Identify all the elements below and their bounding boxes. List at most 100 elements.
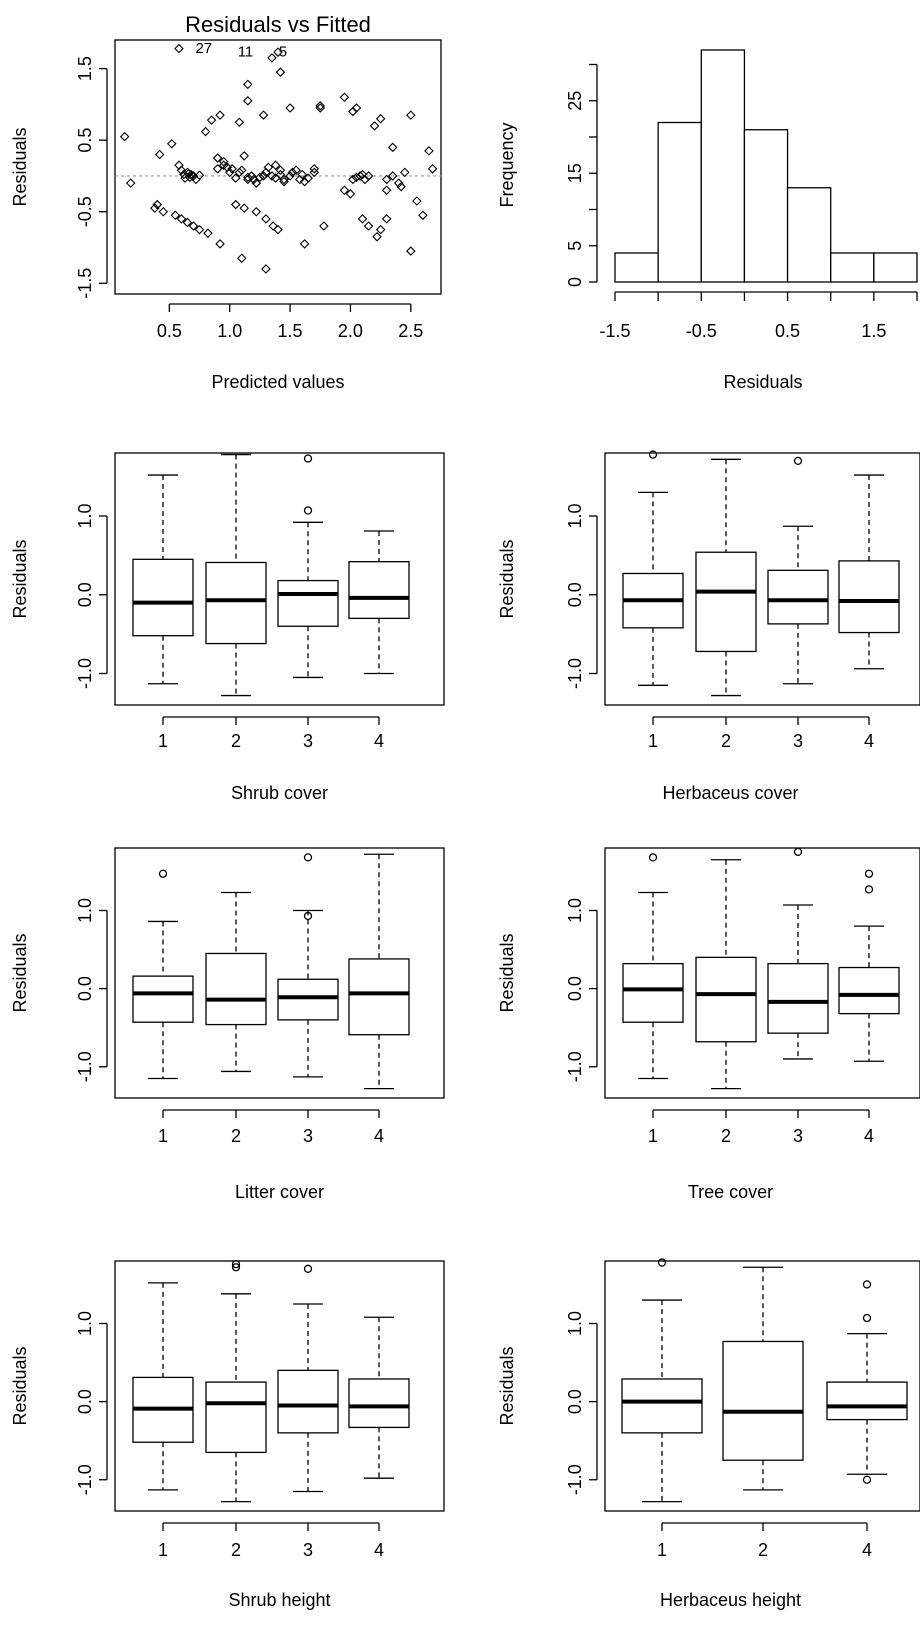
boxplot-y-tick-label: 1.0	[565, 1311, 585, 1336]
data-point	[400, 167, 410, 178]
data-point	[222, 162, 233, 173]
outlier-point	[303, 506, 313, 515]
boxplot-y-axis-label: Residuals	[497, 1346, 517, 1425]
x-axis-label: Tree cover	[688, 1182, 773, 1202]
data-point	[174, 160, 184, 170]
data-point	[363, 171, 374, 181]
box	[277, 579, 339, 627]
x-axis-label: Herbaceus height	[660, 1590, 801, 1610]
x-tick-label: 1	[158, 1540, 168, 1560]
x-axis-label: Litter cover	[235, 1182, 324, 1202]
y-tick-label: 5	[565, 241, 585, 251]
data-point	[412, 196, 422, 206]
x-tick-label: -1.5	[599, 321, 630, 341]
data-point	[255, 172, 265, 183]
point-label: 11	[238, 44, 254, 61]
data-point	[375, 224, 386, 235]
data-point	[261, 167, 271, 178]
x-tick-label: 4	[864, 731, 874, 751]
x-tick-label: 1	[158, 731, 168, 751]
data-point	[363, 221, 374, 231]
data-point	[188, 221, 199, 231]
boxplot-y-tick-label: 0.0	[75, 582, 95, 607]
x-tick-label: 3	[303, 1540, 313, 1560]
boxplot-y-tick-label: 0.0	[565, 582, 585, 607]
boxplot-panel: 1 2 3 4 Shrub height -1.0 0.0 1.0 Residuals	[10, 1259, 445, 1610]
scatter-y-tick-label: 1.5	[75, 56, 95, 81]
data-point	[154, 149, 165, 160]
data-point	[275, 169, 286, 180]
x-axis-label: Shrub height	[228, 1590, 330, 1610]
x-tick-label: 4	[374, 731, 384, 751]
boxplot-y-tick-label: 0.0	[565, 1389, 585, 1414]
box	[205, 1381, 267, 1454]
data-point	[158, 206, 169, 217]
data-point	[270, 160, 281, 170]
boxplot-y-axis-label: Residuals	[497, 933, 517, 1012]
data-point	[237, 253, 247, 264]
data-point	[273, 47, 283, 57]
y-tick-label: 25	[565, 91, 585, 111]
outlier-point	[303, 853, 313, 862]
box	[838, 560, 900, 634]
x-tick-label: 4	[374, 1540, 384, 1560]
data-point	[267, 53, 277, 63]
outlier-point	[793, 456, 803, 466]
x-tick-label: 3	[303, 1126, 313, 1146]
data-point	[275, 67, 286, 77]
plot-frame	[114, 847, 445, 1099]
chart-title: Residuals vs Fitted	[185, 12, 371, 37]
data-point	[166, 138, 177, 149]
boxplot-y-tick-label: 0.0	[565, 976, 585, 1001]
box	[348, 1378, 410, 1429]
data-point	[212, 153, 223, 163]
x-tick-label: 1	[657, 1540, 667, 1560]
data-point	[372, 231, 382, 242]
data-point	[339, 92, 350, 103]
x-tick-label: 2.0	[338, 321, 363, 341]
box	[838, 966, 900, 1015]
data-point	[261, 214, 271, 224]
x-axis-label: Shrub cover	[231, 783, 328, 803]
data-point	[427, 164, 438, 174]
box	[348, 958, 410, 1036]
residuals-vs-fitted-panel: 27 11 5 Residuals vs Fitted 0.5 1.0 1.5 2.0 2.5 P…	[10, 12, 442, 392]
data-point	[424, 146, 434, 156]
box	[695, 551, 757, 653]
outlier-point	[648, 450, 658, 459]
data-point	[315, 103, 326, 113]
data-point	[182, 217, 193, 228]
outlier-point	[303, 911, 313, 921]
outlier-point	[862, 1475, 872, 1484]
data-point	[200, 126, 211, 137]
scatter-y-axis-label: Residuals	[10, 127, 30, 206]
x-axis-label: Predicted values	[211, 372, 344, 392]
boxplot-panel: 1 2 3 4 Litter cover -1.0 0.0 1.0 Residuals	[10, 847, 445, 1202]
boxplot-y-tick-label: 1.0	[75, 898, 95, 923]
data-point	[287, 167, 298, 178]
data-point	[345, 189, 356, 199]
histogram-bar	[786, 187, 832, 283]
residual-histogram-panel: -1.5 -0.5 0.5 1.5 Residuals 0 5 15 25 Frequency	[497, 49, 918, 392]
data-point	[275, 165, 286, 175]
data-point	[243, 79, 253, 90]
x-tick-label: 2	[758, 1540, 768, 1560]
x-tick-label: 3	[793, 731, 803, 751]
box	[622, 962, 684, 1023]
x-tick-label: 1.0	[217, 321, 242, 341]
boxplot-y-axis-label: Residuals	[10, 933, 30, 1012]
data-point	[387, 142, 398, 153]
outlier-point	[864, 885, 874, 894]
data-point	[203, 228, 213, 238]
data-point	[224, 167, 235, 178]
histogram-bar	[743, 129, 789, 283]
data-point	[267, 171, 277, 181]
data-point	[251, 178, 262, 188]
data-point	[215, 110, 225, 120]
outlier-point	[793, 847, 803, 857]
data-point	[381, 185, 392, 196]
data-point	[261, 264, 271, 274]
data-point	[309, 167, 319, 178]
data-point	[212, 164, 223, 174]
data-point	[239, 203, 249, 213]
